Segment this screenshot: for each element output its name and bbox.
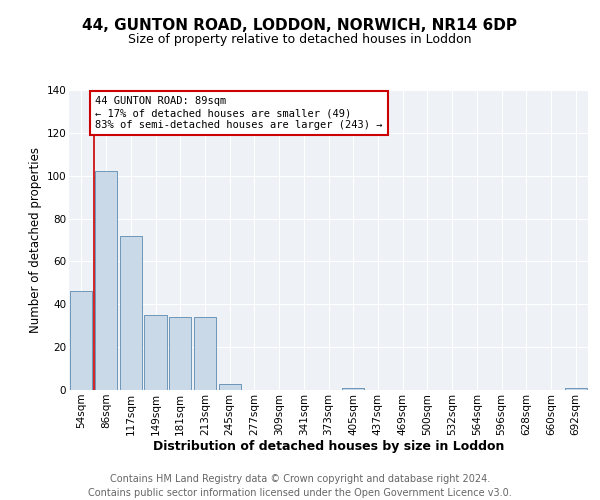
Text: Contains HM Land Registry data © Crown copyright and database right 2024.
Contai: Contains HM Land Registry data © Crown c… (88, 474, 512, 498)
Text: 44 GUNTON ROAD: 89sqm
← 17% of detached houses are smaller (49)
83% of semi-deta: 44 GUNTON ROAD: 89sqm ← 17% of detached … (95, 96, 382, 130)
Bar (145, 315, 167, 390)
Text: 44, GUNTON ROAD, LODDON, NORWICH, NR14 6DP: 44, GUNTON ROAD, LODDON, NORWICH, NR14 6… (83, 18, 517, 32)
Bar (95, 172, 117, 390)
Bar (169, 317, 191, 390)
Y-axis label: Number of detached properties: Number of detached properties (29, 147, 43, 333)
Text: Size of property relative to detached houses in Loddon: Size of property relative to detached ho… (128, 32, 472, 46)
Bar (119, 236, 142, 390)
Bar (218, 384, 241, 390)
Bar (70, 292, 92, 390)
Bar (565, 388, 587, 390)
X-axis label: Distribution of detached houses by size in Loddon: Distribution of detached houses by size … (153, 440, 504, 454)
Bar (194, 317, 216, 390)
Bar (342, 388, 364, 390)
